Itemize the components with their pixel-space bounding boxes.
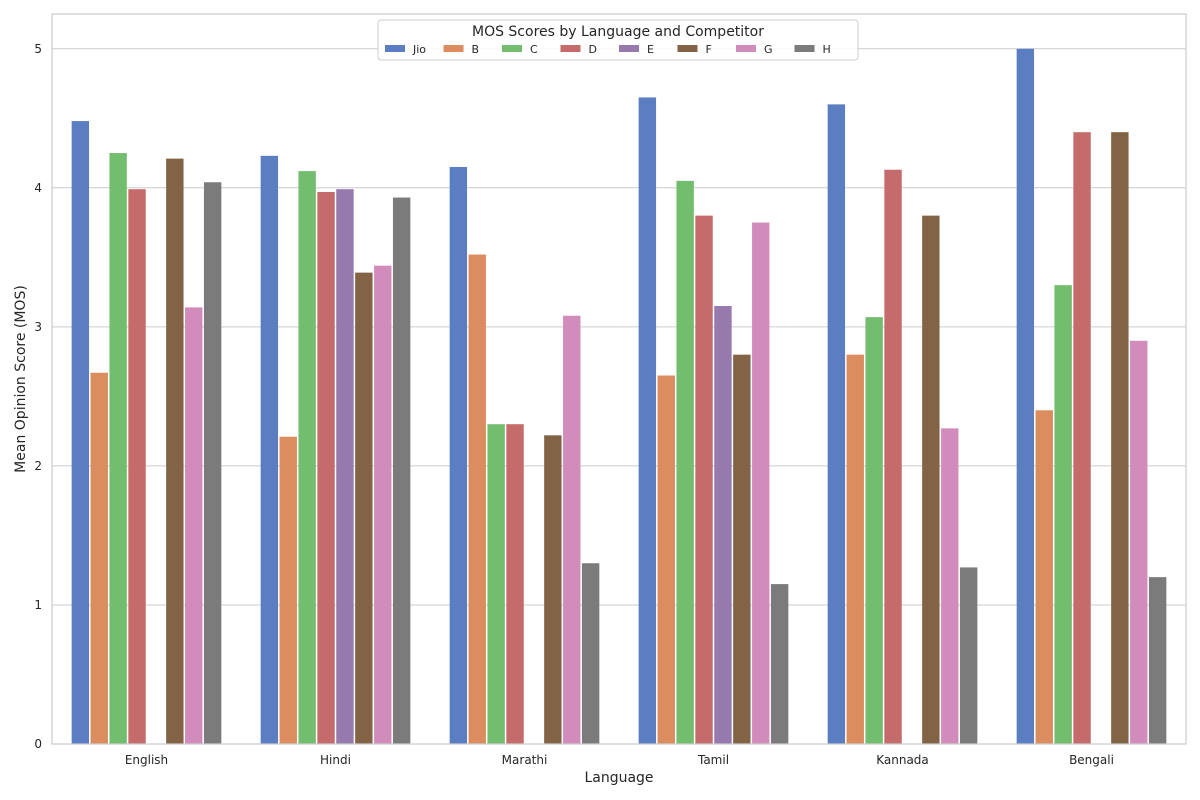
bar-g-kannada: [941, 428, 959, 744]
bar-b-english: [90, 372, 108, 744]
bar-d-kannada: [884, 169, 902, 744]
bar-jio-hindi: [260, 155, 279, 745]
legend-title: MOS Scores by Language and Competitor: [472, 24, 764, 40]
legend-swatch-b: [443, 45, 464, 52]
y-tick-label: 5: [34, 42, 42, 56]
x-tick-label: Bengali: [1069, 753, 1114, 767]
bar-c-marathi: [487, 424, 505, 744]
bar-c-bengali: [1054, 285, 1072, 744]
bar-h-kannada: [959, 567, 978, 744]
legend-swatch-d: [560, 45, 581, 52]
legend-swatch-f: [677, 45, 698, 52]
legend-label-g: G: [764, 43, 773, 56]
bar-g-tamil: [752, 222, 770, 745]
bar-g-hindi: [374, 265, 392, 744]
bar-h-hindi: [392, 197, 411, 745]
bar-e-tamil: [714, 306, 732, 744]
bar-h-english: [203, 182, 222, 744]
legend-label-c: C: [530, 43, 538, 56]
y-tick-label: 0: [34, 737, 42, 751]
bar-d-bengali: [1073, 132, 1091, 744]
bar-f-marathi: [544, 435, 562, 744]
bar-c-english: [109, 153, 127, 745]
bar-d-english: [128, 189, 146, 744]
bar-f-bengali: [1111, 132, 1129, 744]
legend-label-b: B: [472, 43, 480, 56]
bar-d-marathi: [506, 424, 524, 744]
legend-label-f: F: [706, 43, 712, 56]
legend-swatch-h: [794, 45, 815, 52]
bar-b-hindi: [279, 436, 297, 744]
y-tick-label: 4: [34, 181, 42, 195]
bar-g-english: [185, 307, 203, 744]
y-tick-label: 2: [34, 459, 42, 473]
bar-b-marathi: [468, 254, 486, 745]
y-tick-label: 1: [34, 598, 42, 612]
bar-jio-english: [71, 121, 90, 745]
x-tick-label: English: [125, 753, 168, 767]
bar-h-bengali: [1148, 577, 1167, 744]
bar-f-tamil: [733, 354, 751, 744]
bar-c-tamil: [676, 180, 694, 744]
bar-h-tamil: [770, 584, 789, 744]
bar-b-tamil: [657, 375, 675, 744]
bar-h-marathi: [581, 563, 600, 744]
bar-c-kannada: [865, 317, 883, 744]
bar-c-hindi: [298, 171, 316, 745]
legend-swatch-jio: [385, 45, 405, 52]
y-axis-label: Mean Opinion Score (MOS): [13, 285, 29, 473]
y-tick-label: 3: [34, 320, 42, 334]
bar-f-kannada: [922, 215, 940, 745]
bar-jio-kannada: [827, 104, 846, 744]
legend-swatch-c: [502, 45, 522, 52]
bar-jio-tamil: [638, 97, 657, 744]
x-tick-label: Tamil: [697, 753, 729, 767]
bar-jio-bengali: [1016, 48, 1035, 745]
x-tick-label: Marathi: [502, 753, 548, 767]
legend-label-h: H: [823, 43, 831, 56]
bar-f-hindi: [355, 272, 373, 744]
bars: [71, 48, 1167, 745]
legend-label-jio: Jio: [412, 43, 426, 56]
bar-g-bengali: [1130, 340, 1148, 744]
legend-swatch-e: [619, 45, 639, 52]
legend-swatch-g: [736, 45, 756, 52]
bar-jio-marathi: [449, 166, 468, 744]
grid-lines: [52, 48, 1186, 745]
x-tick-label: Kannada: [876, 753, 929, 767]
x-axis-label: Language: [584, 770, 653, 786]
legend: MOS Scores by Language and Competitor Ji…: [377, 19, 859, 61]
y-tick-labels: 0 1 2 3 4 5: [34, 42, 42, 751]
plot-frame: [51, 13, 1187, 745]
x-tick-label: Hindi: [320, 753, 351, 767]
legend-label-e: E: [647, 43, 654, 56]
legend-items: Jio B C D E F G H: [385, 43, 831, 56]
bar-d-tamil: [695, 215, 713, 745]
bar-d-hindi: [317, 191, 335, 744]
bar-b-bengali: [1035, 410, 1053, 744]
legend-label-d: D: [589, 43, 597, 56]
bar-e-hindi: [336, 189, 354, 744]
x-tick-labels: English Hindi Marathi Tamil Kannada Bengali: [125, 753, 1114, 767]
bar-g-marathi: [563, 315, 581, 744]
bar-b-kannada: [846, 354, 864, 744]
bar-f-english: [166, 158, 184, 745]
